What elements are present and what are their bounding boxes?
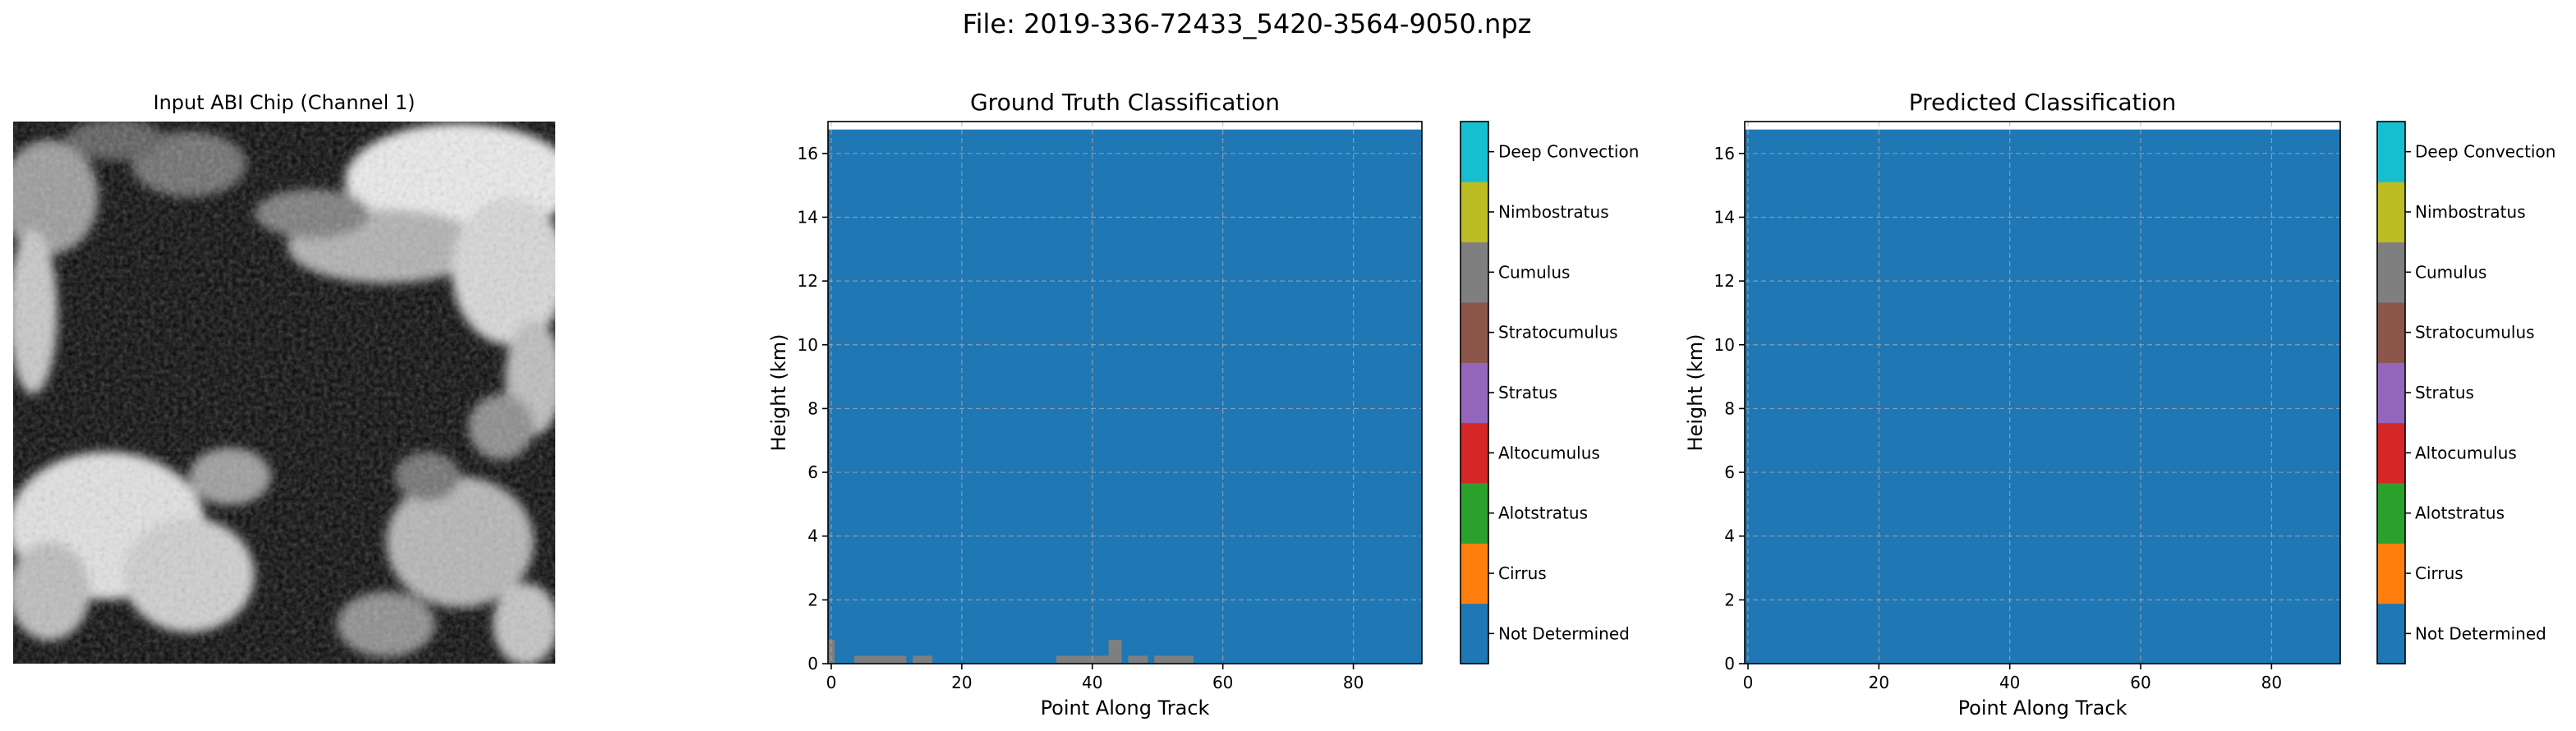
chart-title: Ground Truth Classification bbox=[970, 89, 1280, 116]
colorbar-swatch bbox=[1460, 543, 1488, 605]
image-panel-title: Input ABI Chip (Channel 1) bbox=[153, 91, 415, 114]
y-tick-label: 10 bbox=[798, 335, 818, 355]
y-tick-label: 0 bbox=[807, 654, 818, 674]
chart-title: Predicted Classification bbox=[1909, 89, 2177, 116]
y-tick-label: 4 bbox=[1724, 526, 1735, 546]
colorbar-label: Stratus bbox=[1498, 383, 1557, 402]
colorbar-label: Stratus bbox=[2415, 383, 2474, 402]
colorbar-swatch bbox=[1460, 182, 1488, 243]
colorbar-swatch bbox=[1460, 122, 1488, 182]
colorbar-swatch bbox=[1460, 603, 1488, 664]
class-cell-cumulus bbox=[1154, 655, 1194, 664]
colorbar-swatch bbox=[2377, 182, 2405, 243]
colorbar-swatch bbox=[2377, 241, 2405, 303]
colorbar-swatch bbox=[1460, 422, 1488, 484]
y-tick-label: 6 bbox=[1724, 462, 1735, 482]
class-field bbox=[828, 129, 1422, 664]
y-tick-label: 10 bbox=[1714, 335, 1735, 355]
ground-truth-panel: 0 20 40 60 80 0 2 4 6 8 10 12 14 16 Ground Truth Class… bbox=[767, 89, 1639, 720]
class-cell-cumulus bbox=[913, 655, 933, 664]
colorbar-label: Alotstratus bbox=[2415, 503, 2505, 523]
colorbar-swatch bbox=[2377, 483, 2405, 544]
class-cell-cumulus bbox=[1128, 655, 1148, 664]
colorbar-label: Alotstratus bbox=[1498, 503, 1588, 523]
colorbar-label: Cirrus bbox=[1498, 563, 1547, 583]
colorbar-label: Stratocumulus bbox=[2415, 323, 2535, 343]
y-tick-label: 14 bbox=[798, 207, 818, 227]
y-tick-label: 2 bbox=[807, 590, 818, 609]
class-cell-cumulus bbox=[853, 655, 907, 664]
y-tick-label: 4 bbox=[807, 526, 818, 546]
y-tick-label: 2 bbox=[1724, 590, 1735, 609]
colorbar-label: Altocumulus bbox=[1498, 443, 1600, 462]
colorbar-swatch bbox=[2377, 603, 2405, 664]
figure-title: File: 2019-336-72433_5420-3564-9050.npz bbox=[963, 8, 1532, 39]
x-tick-label: 0 bbox=[1743, 673, 1754, 692]
y-tick-label: 14 bbox=[1714, 207, 1735, 227]
y-tick-label: 16 bbox=[798, 144, 818, 163]
x-tick-label: 20 bbox=[951, 673, 972, 692]
colorbar-label: Deep Convection bbox=[1498, 142, 1639, 162]
colorbar-label: Cumulus bbox=[1498, 262, 1570, 282]
colorbar-label: Not Determined bbox=[1498, 623, 1630, 643]
x-tick-label: 20 bbox=[1869, 673, 1889, 692]
colorbar-label: Not Determined bbox=[2415, 623, 2546, 643]
colorbar-swatch bbox=[1460, 483, 1488, 544]
colorbar-swatch bbox=[1460, 241, 1488, 303]
class-cell-cumulus bbox=[1108, 639, 1122, 664]
colorbar-swatch bbox=[2377, 122, 2405, 182]
colorbar-label: Nimbostratus bbox=[2415, 202, 2526, 222]
colorbar-frame bbox=[2376, 121, 2406, 664]
y-tick-label: 12 bbox=[798, 271, 818, 291]
x-tick-label: 80 bbox=[1343, 673, 1364, 692]
x-tick-label: 80 bbox=[2261, 673, 2282, 692]
y-axis-label: Height (km) bbox=[1684, 334, 1707, 452]
plot-frame bbox=[827, 121, 1423, 664]
y-tick-label: 0 bbox=[1724, 654, 1735, 674]
plot-frame bbox=[1744, 121, 2341, 664]
y-tick-label: 8 bbox=[807, 398, 818, 418]
x-tick-label: 60 bbox=[2130, 673, 2150, 692]
colorbar-label: Nimbostratus bbox=[1498, 202, 1609, 222]
class-field bbox=[1745, 129, 2340, 664]
x-axis-label: Point Along Track bbox=[1958, 697, 2128, 720]
y-tick-label: 16 bbox=[1714, 144, 1735, 163]
colorbar-label: Cumulus bbox=[2415, 262, 2486, 282]
class-cell-cumulus bbox=[1056, 655, 1109, 664]
colorbar-label: Altocumulus bbox=[2415, 443, 2517, 462]
x-tick-label: 40 bbox=[1999, 673, 2020, 692]
input-image-panel: Input ABI Chip (Channel 1) bbox=[13, 91, 555, 664]
colorbar-frame bbox=[1460, 121, 1489, 664]
colorbar-swatch bbox=[2377, 362, 2405, 424]
colorbar-swatch bbox=[1460, 362, 1488, 424]
x-axis-label: Point Along Track bbox=[1041, 697, 1210, 720]
x-tick-label: 0 bbox=[826, 673, 837, 692]
colorbar-swatch bbox=[2377, 302, 2405, 363]
y-tick-label: 6 bbox=[807, 462, 818, 482]
y-tick-label: 12 bbox=[1714, 271, 1735, 291]
colorbar-swatch bbox=[2377, 543, 2405, 605]
y-tick-label: 8 bbox=[1724, 398, 1735, 418]
x-tick-label: 40 bbox=[1082, 673, 1102, 692]
satellite-chip-image bbox=[13, 122, 555, 664]
colorbar-swatch bbox=[2377, 422, 2405, 484]
predicted-panel: 0 20 40 60 80 0 2 4 6 8 10 12 14 16 Predicted Classifi… bbox=[1684, 89, 2555, 720]
colorbar-label: Deep Convection bbox=[2415, 142, 2555, 162]
x-tick-label: 60 bbox=[1212, 673, 1233, 692]
y-axis-label: Height (km) bbox=[767, 334, 790, 452]
colorbar-swatch bbox=[1460, 302, 1488, 363]
colorbar-label: Cirrus bbox=[2415, 563, 2463, 583]
colorbar-label: Stratocumulus bbox=[1498, 323, 1618, 343]
